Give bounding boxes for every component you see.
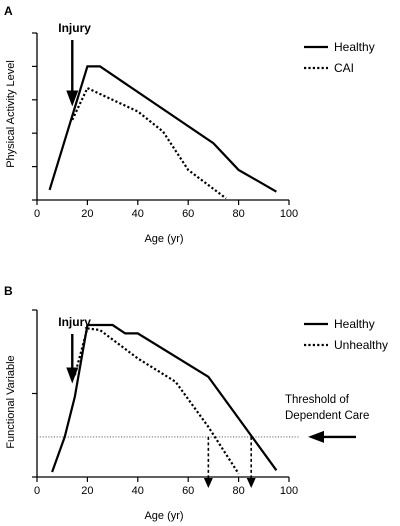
threshold-label: Dependent Care: [285, 410, 369, 422]
panel-b-y-axis-label: Functional Variable: [5, 355, 17, 448]
x-tick-label: 80: [232, 208, 244, 220]
injury-arrowhead: [66, 90, 79, 107]
injury-label: Injury: [58, 21, 91, 35]
x-tick-label: 100: [280, 485, 298, 497]
x-tick-label: 40: [132, 208, 144, 220]
panel-a-letter: A: [4, 4, 13, 18]
x-tick-label: 100: [280, 208, 298, 220]
panel-b: B Functional Variable Age (yr) 0 20 40 60 80…: [4, 284, 388, 522]
injury-arrowhead: [66, 367, 79, 384]
x-tick-label: 20: [81, 208, 93, 220]
x-tick-label: 0: [34, 485, 40, 497]
legend-label-cai: CAI: [334, 61, 354, 75]
series-line-cai: [71, 86, 227, 200]
panel-b-letter: B: [4, 284, 13, 298]
x-tick-label: 60: [182, 208, 194, 220]
legend-label-unhealthy: Unhealthy: [334, 338, 388, 352]
series-line-healthy: [48, 65, 277, 193]
series-line-healthy: [51, 323, 278, 473]
panel-a-x-axis-label: Age (yr): [144, 233, 183, 245]
panel-a-marks: 0 20 40 60 80 100 Healthy CAI Injury: [32, 21, 375, 220]
drop-arrowhead: [203, 478, 213, 489]
panel-b-x-axis-label: Age (yr): [144, 510, 183, 522]
panel-a: A Physical Activity Level Age (yr) 0 20 40…: [4, 4, 375, 245]
legend-label-healthy: Healthy: [334, 40, 375, 54]
x-tick-label: 20: [81, 485, 93, 497]
threshold-label: Threshold of: [285, 394, 350, 406]
drop-arrowhead: [246, 478, 256, 489]
series-line-unhealthy: [73, 327, 240, 475]
injury-label: Injury: [58, 315, 91, 329]
x-tick-label: 60: [182, 485, 194, 497]
legend-label-healthy: Healthy: [334, 317, 375, 331]
threshold-arrowhead: [308, 430, 324, 443]
x-tick-label: 40: [132, 485, 144, 497]
x-tick-label: 80: [232, 485, 244, 497]
panel-b-marks: 0 20 40 60 80 100 Threshold of Dependent Care He…: [32, 309, 388, 497]
panel-a-y-axis-label: Physical Activity Level: [5, 60, 17, 168]
x-tick-label: 0: [34, 208, 40, 220]
